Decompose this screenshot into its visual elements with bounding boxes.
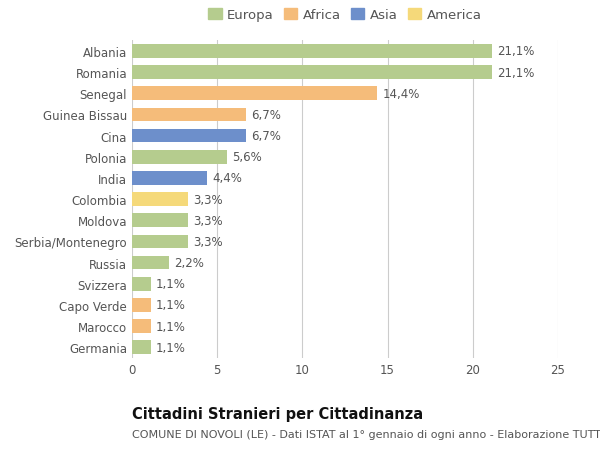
Text: 3,3%: 3,3% <box>193 235 223 248</box>
Text: 6,7%: 6,7% <box>251 109 281 122</box>
Bar <box>132 66 491 80</box>
Text: 21,1%: 21,1% <box>497 67 534 79</box>
Bar <box>132 235 188 249</box>
Bar <box>132 129 246 143</box>
Bar <box>132 277 151 291</box>
Bar <box>132 151 227 164</box>
Text: 3,3%: 3,3% <box>193 214 223 227</box>
Text: 6,7%: 6,7% <box>251 130 281 143</box>
Text: 14,4%: 14,4% <box>382 88 420 101</box>
Bar <box>132 193 188 207</box>
Bar <box>132 172 207 185</box>
Bar <box>132 256 169 270</box>
Text: 1,1%: 1,1% <box>156 341 186 354</box>
Text: Cittadini Stranieri per Cittadinanza: Cittadini Stranieri per Cittadinanza <box>132 406 423 421</box>
Text: COMUNE DI NOVOLI (LE) - Dati ISTAT al 1° gennaio di ogni anno - Elaborazione TUT: COMUNE DI NOVOLI (LE) - Dati ISTAT al 1°… <box>132 429 600 439</box>
Bar <box>132 87 377 101</box>
Text: 1,1%: 1,1% <box>156 278 186 291</box>
Bar <box>132 341 151 354</box>
Text: 21,1%: 21,1% <box>497 45 534 58</box>
Text: 3,3%: 3,3% <box>193 193 223 206</box>
Bar <box>132 108 246 122</box>
Bar <box>132 214 188 228</box>
Legend: Europa, Africa, Asia, America: Europa, Africa, Asia, America <box>206 7 484 25</box>
Text: 4,4%: 4,4% <box>212 172 242 185</box>
Bar <box>132 319 151 333</box>
Text: 1,1%: 1,1% <box>156 299 186 312</box>
Bar <box>132 45 491 59</box>
Text: 1,1%: 1,1% <box>156 320 186 333</box>
Text: 2,2%: 2,2% <box>175 257 205 269</box>
Text: 5,6%: 5,6% <box>233 151 262 164</box>
Bar <box>132 298 151 312</box>
